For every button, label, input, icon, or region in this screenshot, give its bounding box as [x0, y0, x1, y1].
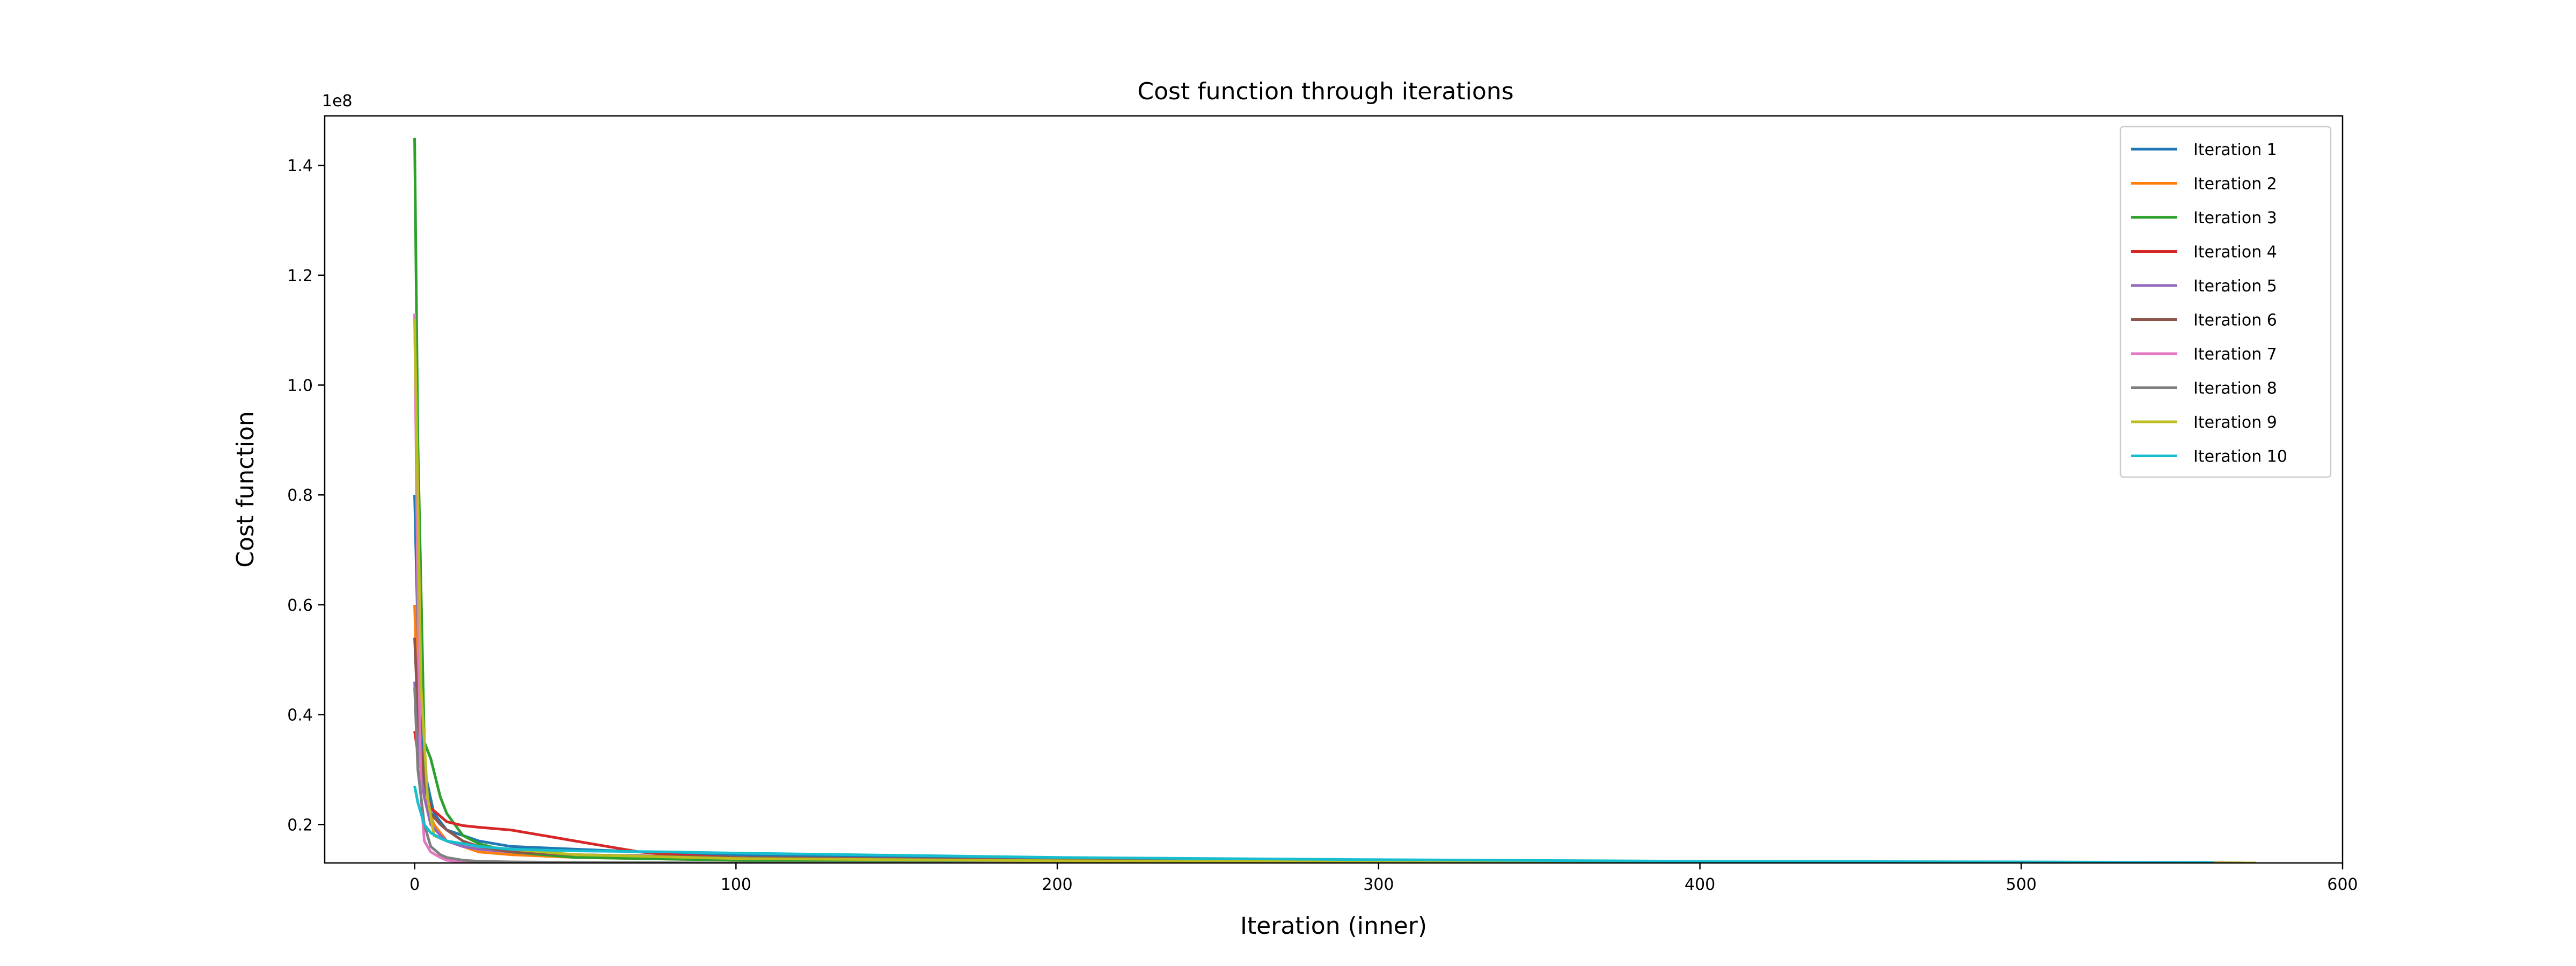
y-tick-label: 1.2	[287, 267, 313, 286]
y-tick-label: 1.4	[287, 157, 313, 175]
legend-box	[2119, 126, 2332, 478]
legend-label-6: Iteration 6	[2193, 311, 2277, 330]
x-axis-ticks: 0 100 200 300 400 500 600	[409, 863, 2358, 894]
y-tick-label: 0.6	[287, 596, 313, 615]
legend-label-8: Iteration 8	[2193, 379, 2277, 398]
legend-label-5: Iteration 5	[2193, 277, 2277, 296]
x-tick-label: 0	[409, 875, 420, 894]
plot-area	[413, 137, 2256, 863]
y-axis-title: Cost function	[232, 411, 259, 568]
y-tick-label: 0.4	[287, 706, 313, 725]
x-tick-label: 200	[1042, 875, 1072, 894]
plot-frame	[324, 115, 2344, 864]
legend-label-7: Iteration 7	[2193, 345, 2277, 364]
x-axis-title: Iteration (inner)	[1240, 912, 1427, 940]
x-tick-label: 300	[1363, 875, 1394, 894]
legend-label-9: Iteration 9	[2193, 413, 2277, 432]
legend: Iteration 1 Iteration 2 Iteration 3 Iterati…	[2119, 126, 2332, 478]
legend-label-2: Iteration 2	[2193, 175, 2277, 194]
legend-label-3: Iteration 3	[2193, 209, 2277, 228]
x-tick-label: 500	[2006, 875, 2037, 894]
y-axis-offset-label: 1e8	[322, 92, 353, 111]
y-tick-label: 0.2	[287, 816, 313, 835]
y-axis-ticks: 0.2 0.4 0.6 0.8 1.0 1.2 1.4	[287, 157, 325, 835]
y-tick-label: 1.0	[287, 377, 313, 396]
y-tick-label: 0.8	[287, 486, 313, 505]
chart-title: Cost function through iterations	[1137, 78, 1513, 105]
legend-label-4: Iteration 4	[2193, 243, 2277, 262]
series-line-10	[413, 786, 2214, 863]
x-tick-label: 100	[721, 875, 751, 894]
x-tick-label: 400	[1685, 875, 1715, 894]
legend-label-10: Iteration 10	[2193, 448, 2287, 466]
x-tick-label: 600	[2327, 875, 2358, 894]
legend-label-1: Iteration 1	[2193, 141, 2277, 159]
series-line-8	[413, 687, 2246, 863]
